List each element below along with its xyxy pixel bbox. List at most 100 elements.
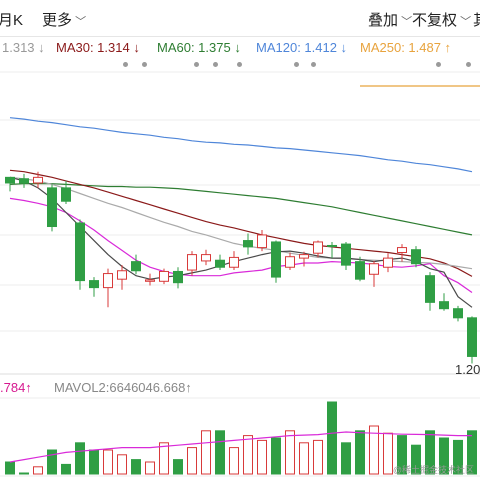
candle-body [145, 279, 155, 282]
pager-dot [123, 62, 128, 67]
volume-bar [187, 447, 197, 475]
candles [5, 171, 477, 364]
ma20-line [9, 176, 473, 270]
volume-bar [215, 430, 225, 475]
adjust-label: 不复权 [412, 12, 458, 29]
candle-body [61, 187, 71, 202]
volume-bar [33, 466, 43, 475]
volume-legend-item: .784↑ [0, 380, 32, 395]
pager-dot [237, 62, 242, 67]
candle-body [47, 187, 57, 228]
candle-body [411, 249, 421, 265]
candle-body [229, 256, 239, 268]
volume-bars [5, 401, 477, 475]
ma-legend-item: MA120: 1.412 ↓ [256, 40, 348, 55]
candle-body [313, 241, 323, 254]
candle-body [215, 259, 225, 268]
overlay-label: 叠加 [368, 12, 399, 29]
volume-bar [425, 430, 435, 475]
volume-bar [173, 459, 183, 475]
volume-bar [355, 430, 365, 475]
candle-body [271, 241, 281, 278]
volume-bar [201, 430, 211, 475]
candle-body [383, 257, 393, 268]
candle-body [453, 308, 463, 319]
pager-dot [311, 62, 316, 67]
ma-legend-item: MA30: 1.314 ↓ [56, 40, 140, 55]
more-label: 更多 [42, 12, 73, 29]
candle-body [299, 254, 309, 259]
pager-dot [294, 62, 299, 67]
candle-body [425, 275, 435, 303]
chevron-down-icon: ﹀ [72, 16, 87, 28]
ma-legend: 1.313 ↓ MA30: 1.314 ↓ MA60: 1.375 ↓ MA12… [0, 39, 480, 57]
candle-body [397, 247, 407, 253]
period-tab[interactable]: 月K [0, 12, 24, 29]
more-menu[interactable]: 更多 ﹀ [42, 9, 86, 30]
ma30-line [9, 169, 473, 277]
watermark: @稀土掘金技术社区 [392, 465, 474, 475]
ma-lines [9, 85, 480, 308]
pager-dot [194, 62, 199, 67]
candle-body [341, 243, 351, 266]
more-tab-cut[interactable]: 其 [473, 9, 480, 30]
ma-legend-item: 1.313 ↓ [2, 40, 45, 55]
volume-bar [299, 442, 309, 475]
ma60-line [9, 183, 473, 236]
volume-bar [61, 463, 71, 475]
candle-body [117, 270, 127, 280]
toolbar-divider [0, 36, 480, 37]
volume-bar [285, 430, 295, 475]
candle-body [89, 280, 99, 289]
candle-body [467, 317, 477, 357]
candle-body [173, 270, 183, 284]
candle-body [19, 178, 29, 184]
volume-bar [257, 439, 267, 475]
ma5-line [9, 176, 473, 308]
chevron-down-icon: ﹀ [398, 16, 413, 28]
candle-body [159, 270, 169, 282]
pager-dot [466, 62, 471, 67]
volume-bar [117, 454, 127, 475]
candle-body [131, 261, 141, 272]
overlay-menu[interactable]: 叠加 ﹀ [368, 9, 412, 30]
volume-bar [75, 442, 85, 475]
volume-bar [383, 432, 393, 475]
volume-bar [5, 461, 15, 475]
candle-body [285, 256, 295, 268]
candle-body [103, 273, 113, 289]
candle-body [201, 254, 211, 262]
pager-dot [213, 62, 218, 67]
pager-dot [142, 62, 147, 67]
candle-body [5, 176, 15, 184]
candle-body [439, 301, 449, 310]
pager-dots [0, 60, 480, 70]
price-axis-label: 1.20 [455, 362, 480, 377]
volume-ma-line [9, 431, 472, 463]
volume-bar [47, 449, 57, 475]
volume-bar [313, 439, 323, 475]
volume-bar [131, 459, 141, 475]
volume-bar [397, 435, 407, 475]
chevron-down-icon: ﹀ [457, 16, 472, 28]
chart-grid [0, 71, 480, 477]
candle-body [33, 176, 43, 184]
volume-bar [439, 437, 449, 475]
volume-bar [89, 449, 99, 475]
ma120-line [9, 117, 473, 173]
candle-body [243, 240, 253, 248]
adjust-menu[interactable]: 不复权 ﹀ [412, 9, 471, 30]
ma-legend-item: MA60: 1.375 ↓ [157, 40, 241, 55]
volume-legend-item: MAVOL2:6646046.668↑ [54, 380, 192, 395]
volume-bar [243, 435, 253, 475]
volume-bar [327, 401, 337, 475]
volume-bar [467, 430, 477, 475]
candle-body [327, 244, 337, 247]
ma10-line [9, 197, 473, 293]
volume-bar [103, 449, 113, 475]
toolbar: 月K 更多 ﹀ 叠加 ﹀ 不复权 ﹀ 其 [0, 0, 480, 36]
candle-body [369, 263, 379, 275]
volume-bar [159, 442, 169, 475]
pager-dot [436, 62, 441, 67]
